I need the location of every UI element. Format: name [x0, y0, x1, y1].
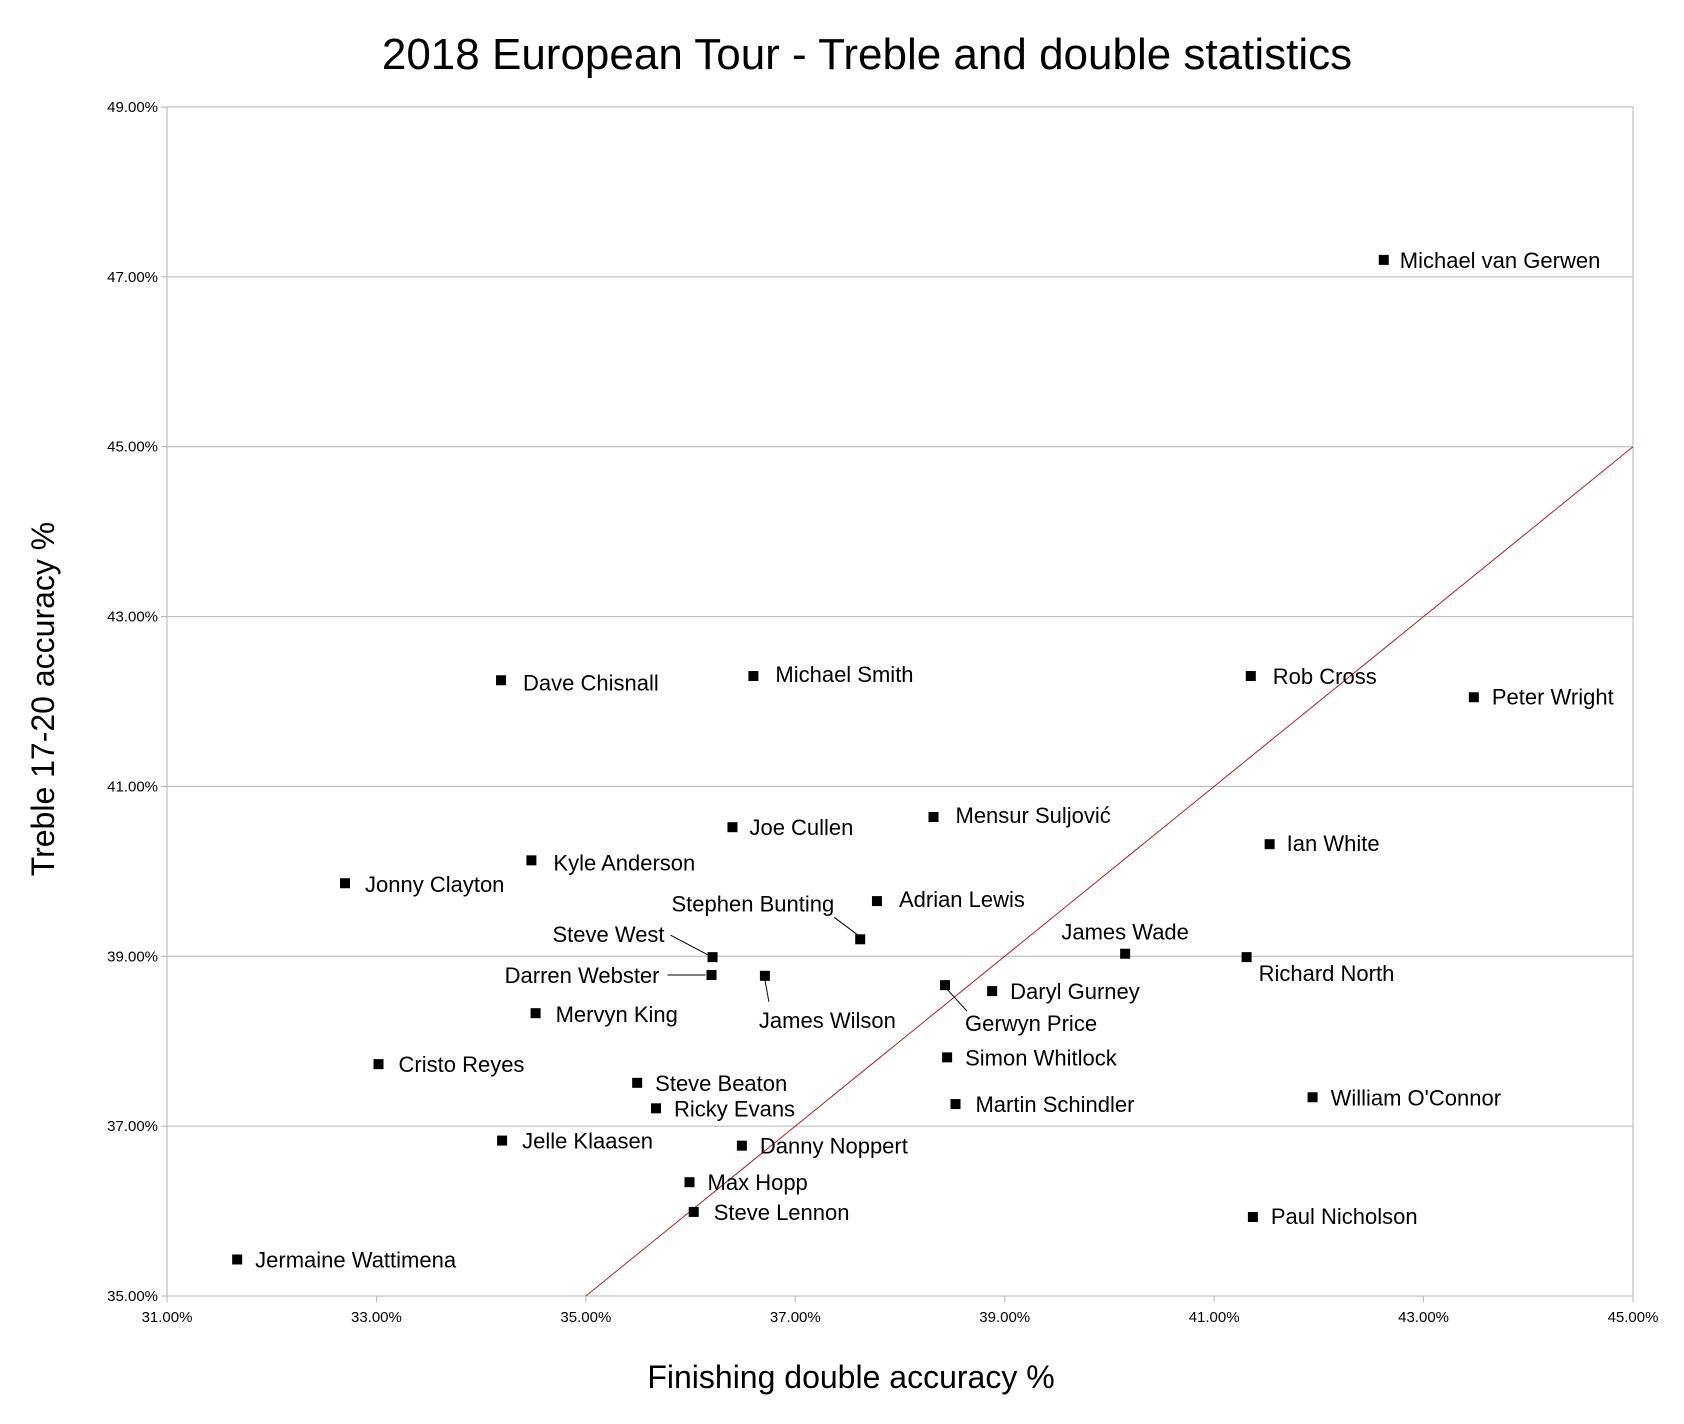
- point-label: Mervyn King: [556, 1002, 678, 1027]
- x-tick-label: 35.00%: [560, 1309, 611, 1326]
- data-point: [871, 896, 882, 907]
- point-label: James Wade: [1061, 920, 1189, 945]
- axis-ticks: 35.00% 37.00% 39.00% 41.00% 43.00% 45.00% 47.0…: [107, 99, 1658, 1326]
- plot-area: [166, 106, 1634, 1297]
- point-label: Rob Cross: [1273, 664, 1377, 689]
- y-tick-label: 41.00%: [107, 778, 158, 795]
- data-point: [928, 812, 939, 823]
- data-point: [736, 1140, 747, 1151]
- data-point: [1247, 1212, 1258, 1223]
- label-leader-line: [946, 988, 968, 1012]
- data-point: [748, 671, 759, 682]
- label-leader-line: [670, 934, 709, 956]
- point-label: Mensur Suljović: [956, 803, 1111, 828]
- x-tick-label: 45.00%: [1608, 1309, 1659, 1326]
- point-label: Paul Nicholson: [1271, 1204, 1418, 1229]
- point-label: Michael Smith: [775, 662, 913, 687]
- point-label: Ricky Evans: [674, 1096, 795, 1121]
- data-point: [940, 980, 951, 991]
- label-leader-line: [833, 916, 859, 936]
- point-label: Peter Wright: [1492, 684, 1614, 709]
- point-label: Dave Chisnall: [523, 670, 659, 695]
- data-point: [1120, 948, 1131, 959]
- point-label: Steve Lennon: [714, 1200, 850, 1225]
- data-point: [706, 969, 717, 980]
- data-point: [707, 952, 718, 963]
- y-axis-title: Treble 17-20 accuracy %: [25, 522, 61, 877]
- data-point: [496, 675, 507, 686]
- point-label: Cristo Reyes: [399, 1052, 525, 1077]
- x-tick-label: 39.00%: [979, 1309, 1030, 1326]
- point-label: Simon Whitlock: [965, 1045, 1118, 1070]
- label-leader-line: [764, 979, 770, 1002]
- data-point: [1241, 952, 1252, 963]
- data-point: [942, 1052, 953, 1063]
- reference-line: [585, 446, 1634, 1297]
- y-tick-label: 47.00%: [107, 269, 158, 286]
- data-point: [1264, 839, 1275, 850]
- data-point: [497, 1135, 508, 1146]
- data-point: [530, 1008, 541, 1019]
- point-label: William O'Connor: [1331, 1085, 1501, 1110]
- point-label: Jermaine Wattimena: [255, 1247, 457, 1272]
- point-label: James Wilson: [759, 1008, 896, 1033]
- point-label: Danny Noppert: [760, 1134, 908, 1159]
- point-label: Max Hopp: [708, 1170, 808, 1195]
- point-label: Adrian Lewis: [899, 887, 1025, 912]
- x-tick-label: 33.00%: [351, 1309, 402, 1326]
- chart-title: 2018 European Tour - Treble and double s…: [382, 30, 1352, 79]
- data-point: [684, 1177, 695, 1188]
- x-axis-title: Finishing double accuracy %: [647, 1359, 1054, 1395]
- data-point: [340, 878, 351, 889]
- data-point: [232, 1254, 243, 1265]
- data-point: [1378, 254, 1389, 265]
- point-label: Martin Schindler: [975, 1092, 1134, 1117]
- x-tick-label: 37.00%: [770, 1309, 821, 1326]
- point-labels: Michael van Gerwen Dave Chisnall Michael S…: [255, 248, 1614, 1273]
- label-leaders: [667, 916, 968, 1012]
- point-label: Daryl Gurney: [1010, 979, 1140, 1004]
- x-tick-label: 31.00%: [142, 1309, 193, 1326]
- data-point: [950, 1099, 961, 1110]
- point-label: Stephen Bunting: [672, 891, 835, 916]
- data-point: [526, 855, 537, 866]
- point-label: Darren Webster: [505, 963, 660, 988]
- data-points: [232, 254, 1479, 1265]
- data-point: [632, 1077, 643, 1088]
- data-point: [727, 822, 738, 833]
- data-point: [651, 1103, 662, 1114]
- data-point: [688, 1206, 699, 1217]
- point-label: Jelle Klaasen: [522, 1129, 653, 1154]
- y-tick-label: 39.00%: [107, 948, 158, 965]
- y-tick-label: 43.00%: [107, 609, 158, 626]
- x-tick-label: 41.00%: [1189, 1309, 1240, 1326]
- gridlines: [167, 106, 1633, 1297]
- point-label: Steve West: [552, 922, 664, 947]
- y-tick-label: 45.00%: [107, 439, 158, 456]
- point-label: Jonny Clayton: [365, 872, 504, 897]
- data-point: [855, 934, 866, 945]
- y-tick-label: 35.00%: [107, 1288, 158, 1305]
- data-point: [759, 970, 770, 981]
- point-label: Joe Cullen: [749, 815, 853, 840]
- point-label: Steve Beaton: [655, 1071, 787, 1096]
- x-tick-label: 43.00%: [1398, 1309, 1449, 1326]
- point-label: Ian White: [1287, 831, 1380, 856]
- point-label: Gerwyn Price: [965, 1011, 1097, 1036]
- point-label: Kyle Anderson: [553, 850, 695, 875]
- data-point: [1307, 1092, 1318, 1103]
- data-point: [1245, 671, 1256, 682]
- data-point: [1468, 692, 1479, 703]
- y-tick-label: 49.00%: [107, 99, 158, 116]
- point-label: Richard North: [1259, 961, 1395, 986]
- y-tick-label: 37.00%: [107, 1118, 158, 1135]
- data-point: [987, 986, 998, 997]
- point-label: Michael van Gerwen: [1400, 248, 1601, 273]
- data-point: [373, 1059, 384, 1070]
